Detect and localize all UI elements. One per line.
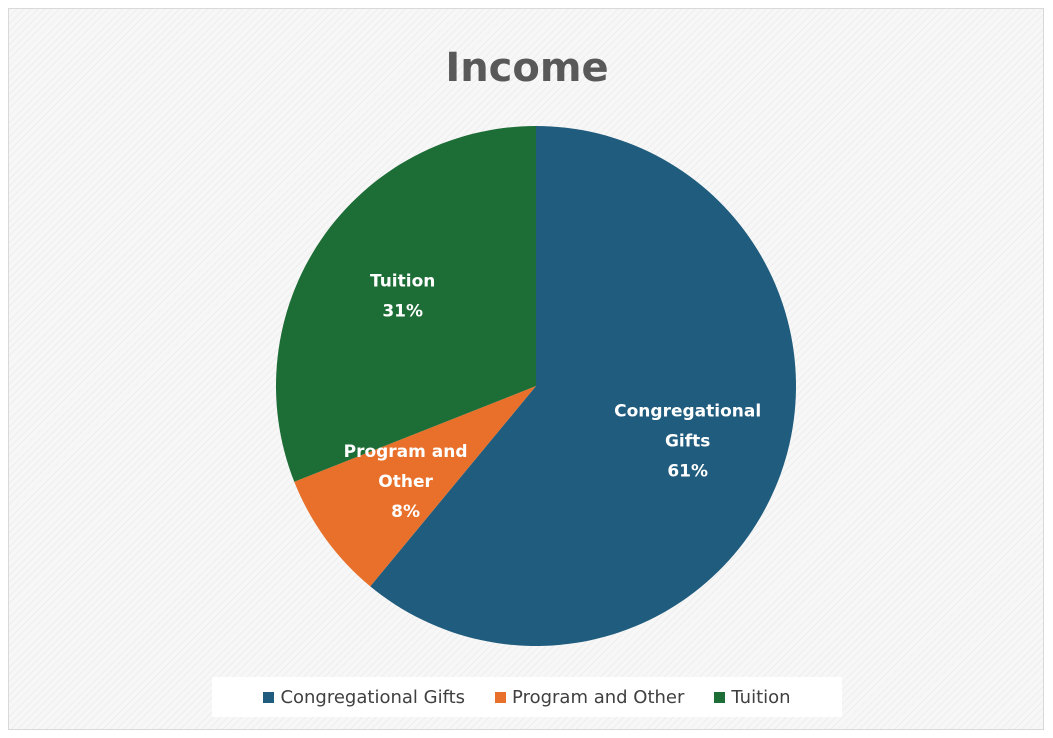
legend-item-congregational-gifts: Congregational Gifts	[263, 687, 465, 708]
data-label-program-and-other: Program and Other 8%	[344, 442, 468, 522]
pie-slice-program-and-other	[294, 386, 536, 587]
legend-swatch-congregational-gifts	[263, 691, 275, 703]
chart-title: Income	[445, 45, 609, 91]
legend-label: Program and Other	[512, 686, 685, 708]
legend-item-program-and-other: Program and Other	[495, 687, 684, 708]
legend-item-tuition: Tuition	[714, 686, 791, 708]
chart-area: Income Congregational Gifts 61% Program and…	[8, 8, 1044, 730]
pie-slice-tuition	[276, 126, 536, 482]
legend: Congregational Gifts Program and Other T…	[212, 677, 842, 717]
pie-slice-congregational-gifts	[370, 126, 797, 646]
data-label-tuition: Tuition 31%	[370, 271, 435, 321]
legend-label: Congregational Gifts	[280, 686, 466, 708]
data-label-congregational-gifts: Congregational Gifts 61%	[614, 402, 761, 482]
pie-chart: Congregational Gifts 61% Program and Other 8%…	[276, 126, 797, 646]
legend-swatch-program-and-other	[495, 691, 507, 703]
legend-swatch-tuition	[714, 691, 726, 703]
legend-label: Tuition	[731, 686, 791, 708]
